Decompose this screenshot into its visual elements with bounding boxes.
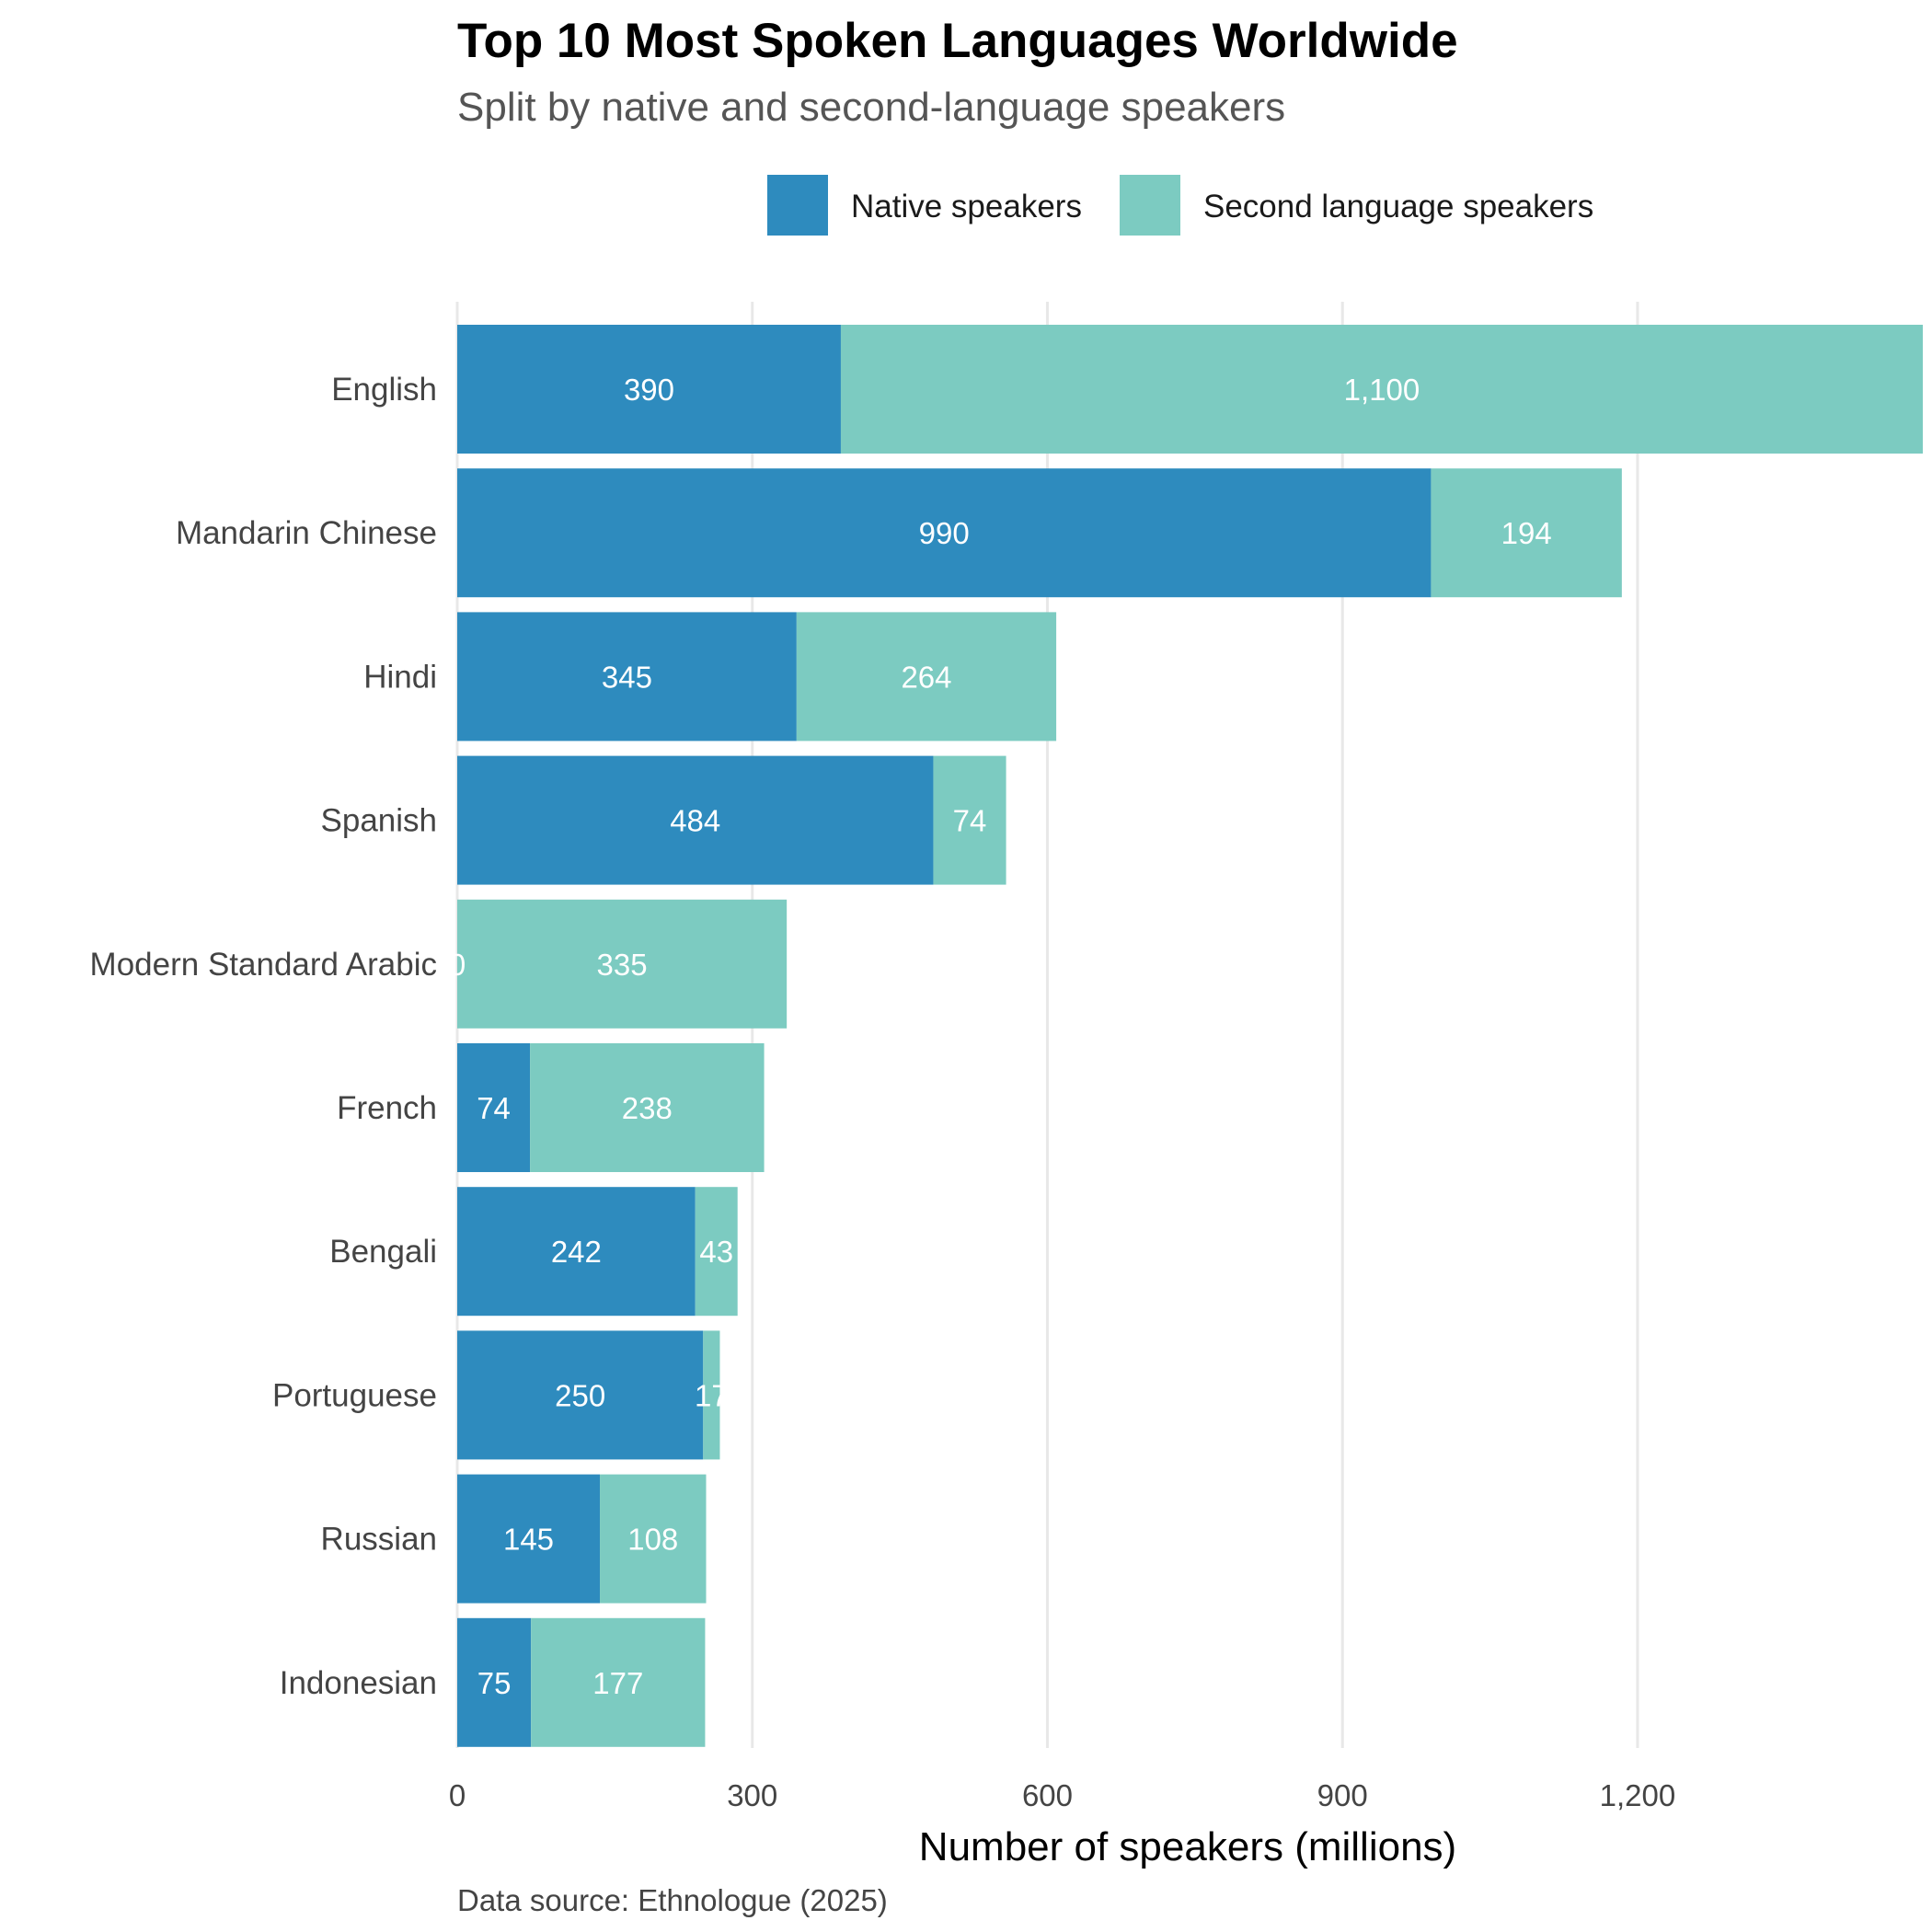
value-label-native: 75: [477, 1666, 512, 1700]
value-label-second: 264: [901, 660, 951, 694]
value-label-native: 145: [503, 1523, 554, 1557]
value-label-native: 250: [555, 1378, 605, 1412]
category-label: Portuguese: [272, 1377, 437, 1413]
bar-second-mandarin-chinese: [1431, 468, 1622, 598]
category-label: Mandarin Chinese: [176, 515, 437, 551]
category-label: English: [331, 372, 437, 408]
bar-second-spanish: [933, 755, 1006, 885]
category-label: Russian: [321, 1522, 437, 1558]
x-tick-labels: 0 300 600 900 1,200: [449, 1778, 1675, 1812]
value-label-native: 74: [477, 1091, 511, 1125]
legend-swatch-second: [1120, 175, 1180, 236]
value-label-native: 990: [919, 516, 970, 550]
value-label-second: 1,100: [1344, 373, 1420, 407]
bar-second-russian: [600, 1474, 707, 1604]
bar-second-indonesian: [531, 1617, 706, 1747]
bar-native-english: [457, 325, 841, 454]
bar-second-english: [840, 325, 1923, 454]
value-label-second: 108: [627, 1523, 678, 1557]
category-label: Hindi: [363, 659, 437, 695]
chart-title: Top 10 Most Spoken Languages Worldwide: [457, 14, 1458, 68]
value-label-second: 335: [597, 948, 648, 982]
category-labels: English Mandarin Chinese Hindi Spanish Moder…: [90, 372, 437, 1701]
bar-native-french: [457, 1043, 531, 1172]
x-tick-label: 1,200: [1600, 1778, 1676, 1812]
chart-subtitle: Split by native and second-language spea…: [457, 85, 1285, 130]
category-label: Modern Standard Arabic: [90, 947, 437, 983]
bar-native-spanish: [457, 755, 934, 885]
category-label: Spanish: [321, 803, 437, 839]
bar-second-portuguese: [703, 1330, 720, 1460]
x-tick-label: 600: [1022, 1778, 1073, 1812]
value-label-native: 0: [449, 948, 466, 982]
value-label-second: 194: [1501, 516, 1552, 550]
value-label-native: 484: [670, 804, 720, 838]
x-tick-label: 0: [449, 1778, 466, 1812]
x-tick-label: 900: [1317, 1778, 1368, 1812]
bar-native-portuguese: [457, 1330, 704, 1460]
value-label-second: 238: [622, 1091, 673, 1125]
bar-second-french: [530, 1043, 765, 1172]
value-label-native: 390: [624, 373, 674, 407]
value-label-second: 43: [699, 1235, 733, 1269]
bar-second-hindi: [796, 612, 1057, 742]
legend-label-second: Second language speakers: [1203, 189, 1593, 224]
bars: 390 1,100 990 194 345 264 484 74 0 335 74 238 242 43 2…: [449, 325, 1923, 1747]
bar-native-bengali: [457, 1187, 696, 1317]
value-label-second: 177: [592, 1666, 643, 1700]
bar-native-russian: [457, 1474, 601, 1604]
category-label: French: [337, 1090, 437, 1126]
category-label: Bengali: [329, 1234, 437, 1270]
bar-native-mandarin-chinese: [457, 468, 1432, 598]
value-label-second: 74: [953, 804, 987, 838]
legend: Native speakers Second language speakers: [767, 175, 1593, 236]
value-label-native: 345: [602, 660, 652, 694]
value-label-second: 17: [695, 1378, 729, 1412]
chart-caption: Data source: Ethnologue (2025): [457, 1883, 888, 1917]
category-label: Indonesian: [280, 1665, 437, 1701]
legend-swatch-native: [767, 175, 828, 236]
x-axis-title: Number of speakers (millions): [919, 1824, 1456, 1869]
legend-label-native: Native speakers: [851, 189, 1082, 224]
value-label-native: 242: [551, 1235, 602, 1269]
bar-second-bengali: [695, 1187, 738, 1317]
bar-second-modern-standard-arabic: [457, 899, 788, 1029]
bar-native-hindi: [457, 612, 797, 742]
bar-native-indonesian: [457, 1617, 532, 1747]
x-tick-label: 300: [727, 1778, 777, 1812]
